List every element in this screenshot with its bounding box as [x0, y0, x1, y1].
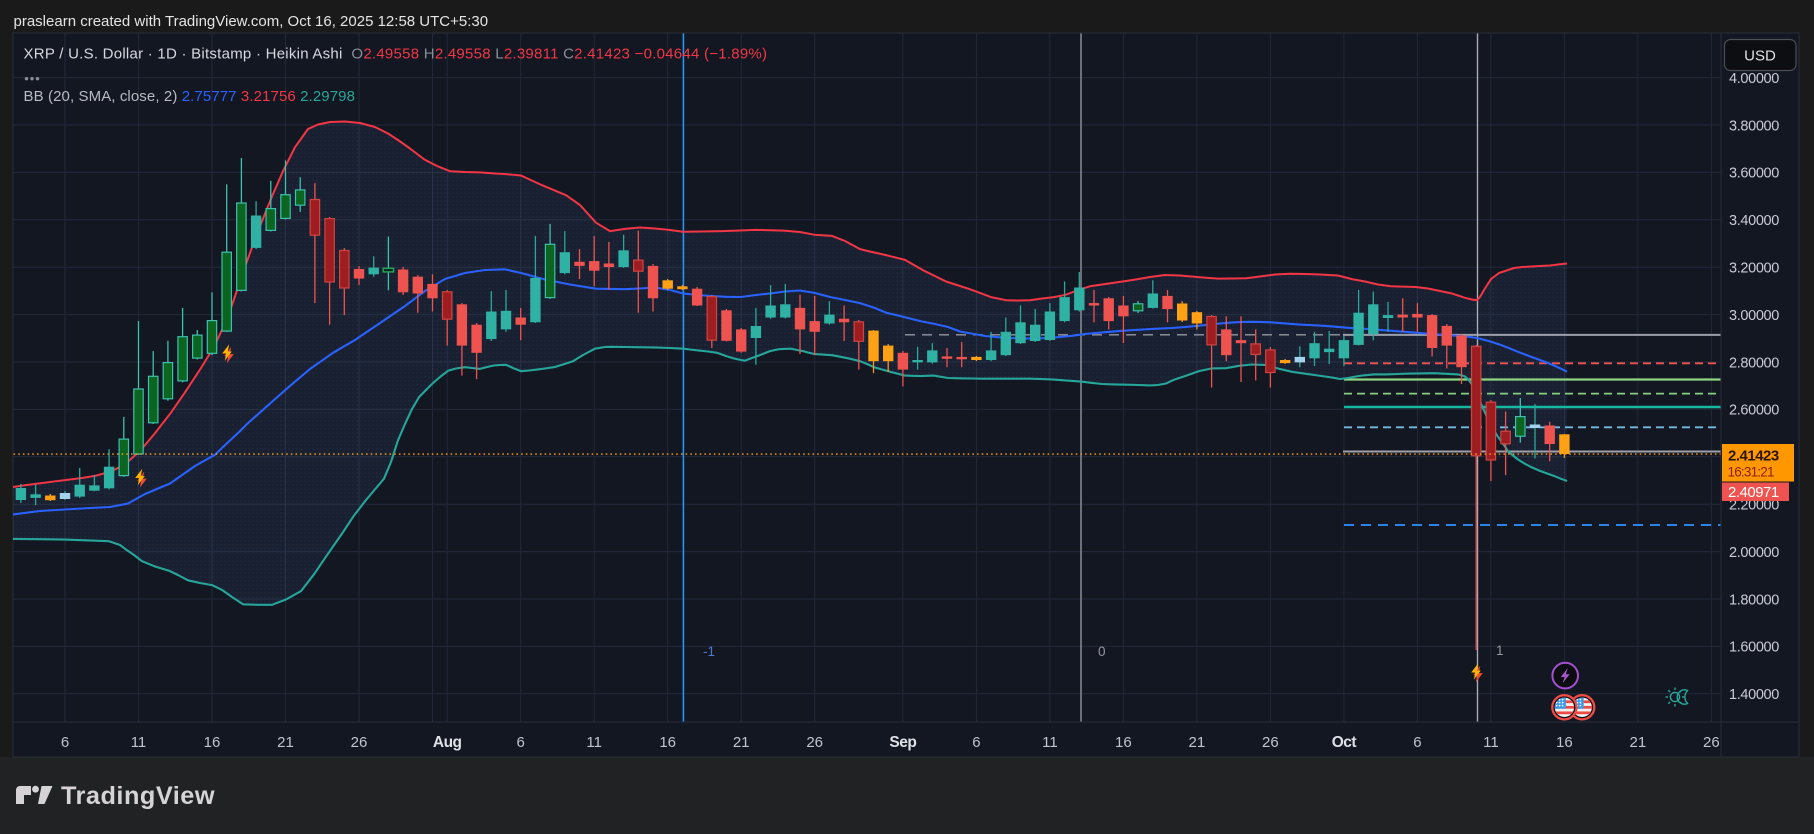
svg-text:21: 21: [733, 734, 750, 751]
svg-text:26: 26: [806, 734, 823, 751]
svg-text:1: 1: [1496, 643, 1504, 658]
svg-text:11: 11: [131, 734, 147, 751]
svg-text:11: 11: [1483, 734, 1499, 751]
svg-text:2.00000: 2.00000: [1729, 545, 1779, 561]
svg-text:21: 21: [1189, 734, 1206, 751]
svg-text:21: 21: [277, 734, 294, 751]
svg-text:1.60000: 1.60000: [1729, 640, 1779, 656]
svg-text:26: 26: [351, 734, 368, 751]
svg-text:16: 16: [204, 734, 221, 751]
svg-text:2.20000: 2.20000: [1729, 498, 1779, 514]
svg-text:TradingView: TradingView: [61, 782, 215, 810]
svg-text:16: 16: [1556, 734, 1573, 751]
svg-text:4.00000: 4.00000: [1729, 71, 1779, 87]
svg-text:3.60000: 3.60000: [1729, 166, 1779, 182]
svg-text:2.40971: 2.40971: [1728, 484, 1779, 501]
svg-text:26: 26: [1262, 734, 1279, 751]
svg-text:6: 6: [61, 734, 69, 751]
svg-text:Sep: Sep: [889, 734, 916, 751]
svg-text:16: 16: [1115, 734, 1132, 751]
svg-text:BB (20, SMA, close, 2) 2.75777: BB (20, SMA, close, 2) 2.75777 3.21756 2…: [24, 88, 356, 105]
svg-text:XRP / U.S. Dollar · 1D · Bitst: XRP / U.S. Dollar · 1D · Bitstamp · Heik…: [24, 46, 768, 63]
svg-text:2.80000: 2.80000: [1729, 355, 1779, 371]
svg-text:6: 6: [517, 734, 525, 751]
svg-text:0: 0: [1098, 644, 1106, 659]
svg-text:11: 11: [586, 734, 602, 751]
svg-text:16:31:21: 16:31:21: [1728, 465, 1774, 480]
svg-text:1.40000: 1.40000: [1729, 687, 1779, 703]
svg-text:2.41423: 2.41423: [1728, 448, 1779, 465]
svg-text:3.80000: 3.80000: [1729, 118, 1779, 134]
svg-text:3.40000: 3.40000: [1729, 213, 1779, 229]
svg-text:2.60000: 2.60000: [1729, 403, 1779, 419]
svg-text:Aug: Aug: [433, 734, 462, 751]
svg-text:Oct: Oct: [1332, 734, 1357, 751]
svg-text:3.00000: 3.00000: [1729, 308, 1779, 324]
svg-text:26: 26: [1703, 734, 1720, 751]
svg-text:1.80000: 1.80000: [1729, 592, 1779, 608]
svg-text:11: 11: [1042, 734, 1058, 751]
svg-text:3.20000: 3.20000: [1729, 261, 1779, 277]
svg-text:USD: USD: [1744, 48, 1776, 65]
svg-text:6: 6: [972, 734, 980, 751]
svg-text:21: 21: [1630, 734, 1647, 751]
svg-text:16: 16: [659, 734, 676, 751]
svg-text:6: 6: [1413, 734, 1421, 751]
svg-text:praslearn created with Trading: praslearn created with TradingView.com, …: [14, 13, 489, 30]
svg-text:-1: -1: [703, 644, 715, 659]
